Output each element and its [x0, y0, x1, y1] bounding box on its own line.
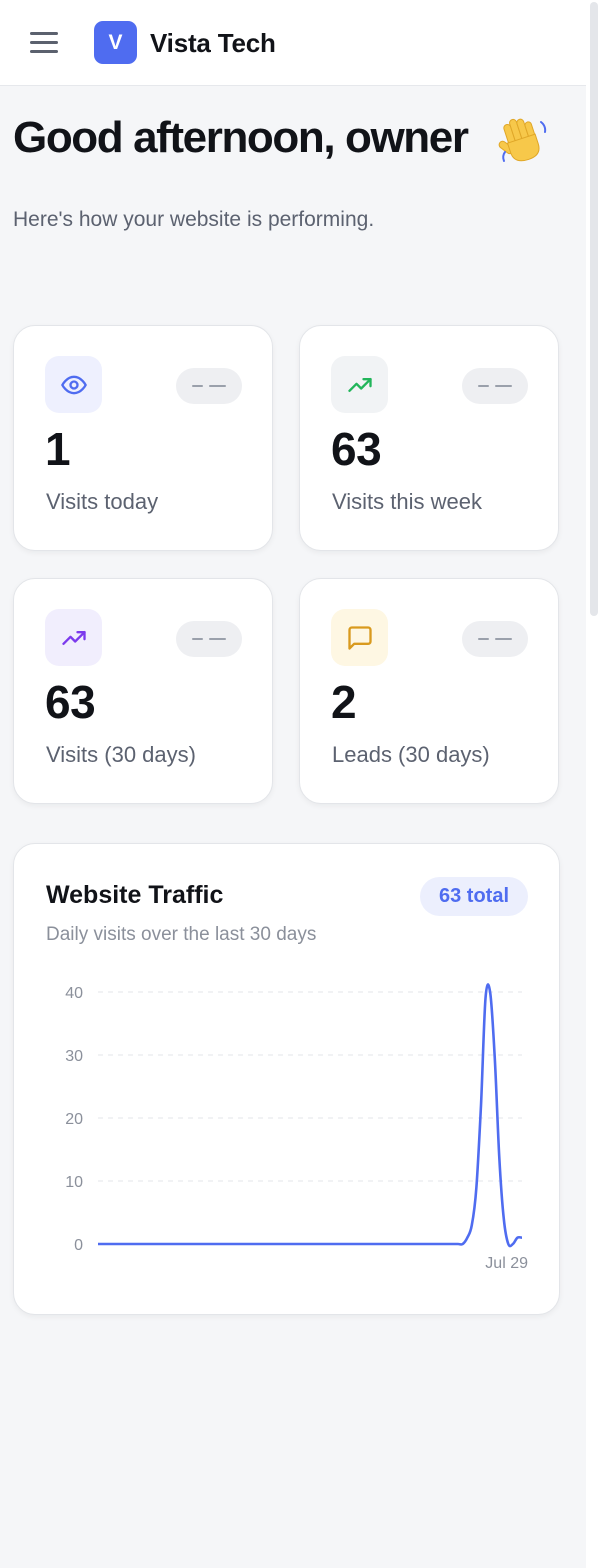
trend-placeholder-pill — [176, 368, 242, 404]
page-title: Good afternoon, owner — [13, 113, 469, 162]
stat-label: Visits (30 days) — [46, 742, 196, 767]
brand-logo-initial: V — [108, 30, 123, 54]
eye-icon — [45, 356, 102, 413]
stat-label: Visits today — [46, 489, 159, 514]
stat-value: 63 — [331, 423, 382, 475]
stat-label: Visits this week — [332, 489, 482, 514]
brand-name[interactable]: Vista Tech — [150, 28, 276, 58]
trend-placeholder-pill — [176, 621, 242, 657]
total-visits-badge: 63 total — [420, 877, 528, 916]
stat-label: Leads (30 days) — [332, 742, 490, 767]
trending-up-icon — [45, 609, 102, 666]
traffic-subtitle: Daily visits over the last 30 days — [46, 924, 317, 945]
stat-value: 1 — [45, 423, 71, 475]
trending-up-icon — [331, 356, 388, 413]
x-tick-label: Jul 29 — [485, 1255, 528, 1272]
y-tick-label: 20 — [65, 1111, 83, 1128]
message-square-icon — [331, 609, 388, 666]
website-traffic-card: Website Traffic Daily visits over the la… — [13, 843, 560, 1315]
scrollbar[interactable] — [586, 0, 606, 1568]
stat-card-visits-today[interactable]: 1 Visits today — [13, 325, 273, 551]
y-tick-label: 40 — [65, 985, 83, 1002]
stat-value: 63 — [45, 676, 96, 728]
traffic-title: Website Traffic — [46, 881, 224, 909]
top-bar: V Vista Tech — [0, 0, 586, 86]
y-tick-label: 10 — [65, 1174, 83, 1191]
trend-placeholder-pill — [462, 368, 528, 404]
y-tick-label: 0 — [74, 1237, 83, 1254]
stat-card-visits-30-days[interactable]: 63 Visits (30 days) — [13, 578, 273, 804]
brand-logo[interactable]: V — [94, 21, 137, 64]
traffic-series-line[interactable] — [98, 983, 523, 1248]
stat-card-leads-30-days[interactable]: 2 Leads (30 days) — [299, 578, 559, 804]
y-tick-label: 30 — [65, 1048, 83, 1065]
stat-value: 2 — [331, 676, 357, 728]
page-subtitle: Here's how your website is performing. — [13, 208, 375, 231]
hamburger-menu-icon[interactable] — [30, 32, 58, 54]
traffic-line-chart[interactable]: 0 10 20 30 40 Jul 29 — [14, 844, 561, 1316]
waving-hand-icon — [497, 114, 551, 169]
stat-card-visits-week[interactable]: 63 Visits this week — [299, 325, 559, 551]
scrollbar-thumb[interactable] — [590, 2, 598, 616]
trend-placeholder-pill — [462, 621, 528, 657]
